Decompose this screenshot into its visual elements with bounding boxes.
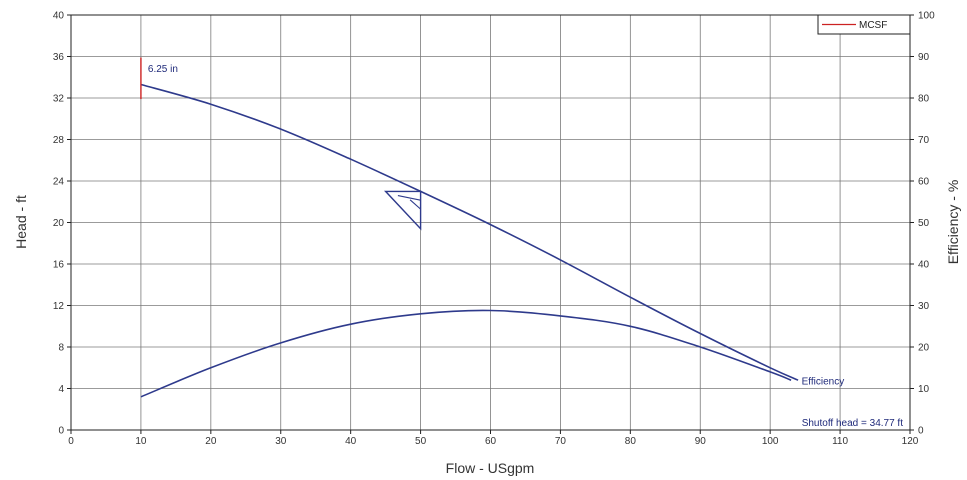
y-tick-label: 32 xyxy=(53,94,65,105)
y2-tick-label: 50 xyxy=(918,218,930,229)
x-tick-label: 30 xyxy=(275,436,287,447)
legend: MCSF xyxy=(817,14,911,35)
y-tick-label: 24 xyxy=(53,177,65,188)
x-tick-label: 10 xyxy=(135,436,147,447)
y2-tick-label: 30 xyxy=(918,301,930,312)
y2-tick-label: 80 xyxy=(918,94,930,105)
x-tick-label: 100 xyxy=(762,436,779,447)
y2-tick-label: 40 xyxy=(918,260,930,271)
y2-tick-label: 60 xyxy=(918,177,930,188)
y-tick-label: 0 xyxy=(58,426,64,437)
legend-box xyxy=(817,14,911,35)
y2-tick-label: 70 xyxy=(918,135,930,146)
y-tick-label: 20 xyxy=(53,218,65,229)
y2-tick-label: 20 xyxy=(918,343,930,354)
bep-marker xyxy=(383,190,422,231)
annotation-efficiency: Efficiency xyxy=(802,376,845,387)
legend-label-mcsf: MCSF xyxy=(859,20,887,31)
y-tick-label: 12 xyxy=(53,301,65,312)
y-tick-label: 28 xyxy=(53,135,65,146)
y2-tick-label: 0 xyxy=(918,426,924,437)
head-curve xyxy=(140,83,799,381)
y-tick-label: 8 xyxy=(58,343,64,354)
x-tick-label: 50 xyxy=(415,436,427,447)
x-tick-label: 80 xyxy=(625,436,637,447)
efficiency-curve xyxy=(140,309,792,398)
bep-hatch-line xyxy=(409,199,421,210)
y-tick-label: 4 xyxy=(58,384,64,395)
annotation-impeller-size: 6.25 in xyxy=(148,64,178,75)
y-axis-label: Head - ft xyxy=(13,195,29,249)
x-tick-label: 120 xyxy=(902,436,919,447)
tick-labels: 0 10 20 30 40 50 60 70 80 90 100 110 120048121620242… xyxy=(53,11,935,448)
x-tick-label: 110 xyxy=(832,436,848,447)
x-tick-label: 90 xyxy=(695,436,707,447)
grid xyxy=(71,15,910,430)
y-tick-label: 36 xyxy=(53,52,65,63)
y-tick-label: 40 xyxy=(53,11,65,22)
y2-tick-label: 100 xyxy=(918,11,935,22)
x-axis-label: Flow - USgpm xyxy=(446,460,535,476)
y2-tick-label: 10 xyxy=(918,384,930,395)
y-tick-label: 16 xyxy=(53,260,65,271)
y2-axis-label: Efficiency - % xyxy=(945,180,961,265)
x-tick-label: 40 xyxy=(345,436,357,447)
x-tick-label: 70 xyxy=(555,436,567,447)
y2-tick-label: 90 xyxy=(918,52,930,63)
x-tick-label: 0 xyxy=(68,436,74,447)
x-tick-label: 20 xyxy=(205,436,217,447)
annotation-shutoff-head: Shutoff head = 34.77 ft xyxy=(802,418,904,429)
x-tick-label: 60 xyxy=(485,436,497,447)
chart-marks xyxy=(140,57,799,398)
bep-hatch-line xyxy=(397,195,421,201)
